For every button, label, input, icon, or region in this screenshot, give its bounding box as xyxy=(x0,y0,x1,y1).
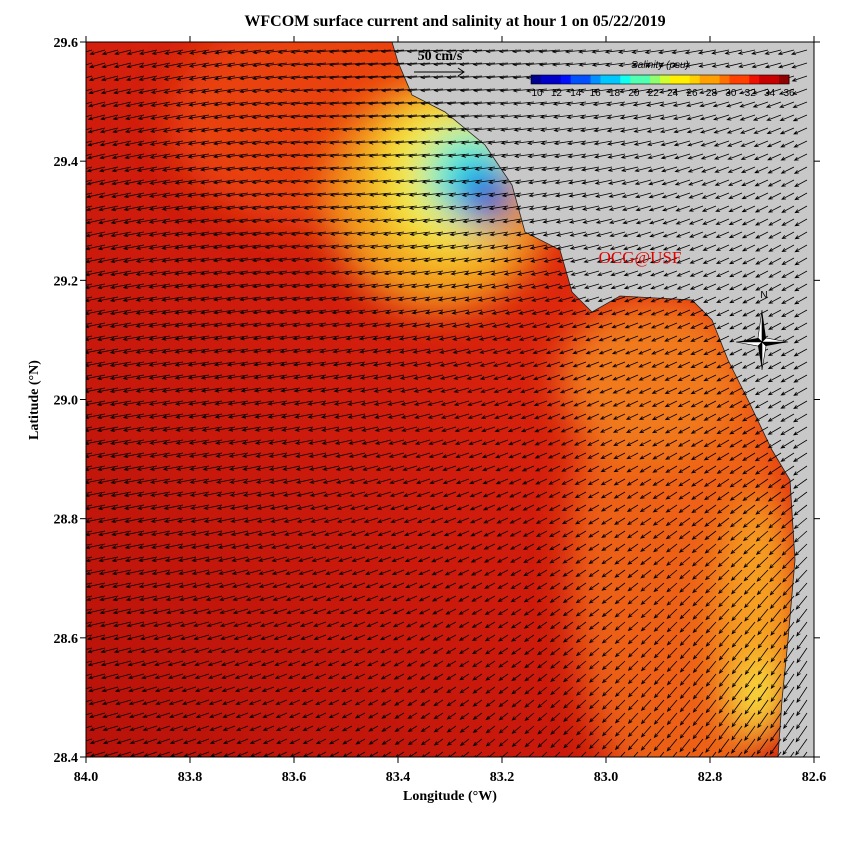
x-axis-label: Longitude (°W) xyxy=(403,789,497,804)
watermark: OCG@USF xyxy=(599,248,682,267)
colorbar-cell xyxy=(650,75,661,84)
colorbar-cell xyxy=(570,75,582,84)
colorbar-cell xyxy=(660,75,671,84)
colorbar-cell xyxy=(679,75,691,84)
colorbar-cell xyxy=(749,75,760,84)
colorbar-tick-label: 20 xyxy=(628,88,640,99)
colorbar-tick-label: 30 xyxy=(725,88,737,99)
colorbar: 10 12 14 16 18 20 22 24 26 28 30 32 34 36 xyxy=(530,74,795,99)
colorbar-tick-label: 26 xyxy=(687,88,699,99)
colorbar-tick-label: 16 xyxy=(590,88,602,99)
y-tick-label: 29.2 xyxy=(54,274,79,289)
y-tick-label: 28.8 xyxy=(54,513,79,528)
colorbar-cell xyxy=(739,75,750,84)
y-axis: 29.6 29.4 29.2 29.0 28.8 28.6 28.4 xyxy=(54,36,820,766)
y-tick-label: 29.6 xyxy=(54,36,79,51)
y-tick-label: 29.0 xyxy=(54,394,79,409)
colorbar-tick-label: 22 xyxy=(648,88,660,99)
title: WFCOM surface current and salinity at ho… xyxy=(244,13,665,30)
y-axis-label: Latitude (°N) xyxy=(27,360,42,440)
x-tick-label: 83.0 xyxy=(594,770,619,785)
x-tick-label: 83.2 xyxy=(490,770,515,785)
colorbar-cell xyxy=(689,75,701,84)
colorbar-cell xyxy=(719,75,730,84)
x-tick-label: 82.8 xyxy=(698,770,723,785)
colorbar-tick-label: 24 xyxy=(667,88,679,99)
colorbar-cell xyxy=(540,75,552,84)
colorbar-tick-label: 18 xyxy=(609,88,621,99)
x-tick-label: 82.6 xyxy=(802,770,827,785)
colorbar-cell xyxy=(729,75,740,84)
x-tick-label: 83.6 xyxy=(282,770,307,785)
vector-arrows xyxy=(86,49,808,757)
colorbar-tick-label: 32 xyxy=(745,88,757,99)
colorbar-tick-label: 14 xyxy=(570,88,582,99)
colorbar-cell xyxy=(560,75,572,84)
colorbar-cell xyxy=(640,75,651,84)
compass: N xyxy=(735,290,789,371)
colorbar-tick-label: 36 xyxy=(783,88,795,99)
salinity-field xyxy=(86,42,814,757)
colorbar-tick-label: 10 xyxy=(531,88,543,99)
colorbar-cell xyxy=(580,75,592,84)
x-tick-label: 83.8 xyxy=(178,770,203,785)
colorbar-cell xyxy=(620,75,631,84)
colorbar-cell xyxy=(669,75,681,84)
colorbar-cell xyxy=(699,75,711,84)
colorbar-tick-label: 34 xyxy=(764,88,776,99)
colorbar-cell xyxy=(779,75,790,84)
current-vectors xyxy=(86,49,808,757)
x-axis: 84.0 83.8 83.6 83.4 83.2 83.0 82.8 82.6 xyxy=(74,36,827,785)
colorbar-tick-label: 28 xyxy=(706,88,718,99)
x-tick-label: 83.4 xyxy=(386,770,411,785)
colorbar-title: Salinity (psu) xyxy=(631,60,689,71)
scale-label: 50 cm/s xyxy=(418,49,463,64)
scale-arrow xyxy=(414,67,465,77)
compass-label: N xyxy=(760,290,767,301)
y-tick-label: 28.4 xyxy=(54,751,79,766)
colorbar-cell xyxy=(630,75,641,84)
y-tick-label: 28.6 xyxy=(54,632,79,647)
colorbar-cell xyxy=(590,75,601,84)
colorbar-tick-label: 12 xyxy=(551,88,563,99)
colorbar-cell xyxy=(600,75,611,84)
colorbar-frame xyxy=(530,74,790,85)
x-tick-label: 84.0 xyxy=(74,770,99,785)
colorbar-cell xyxy=(610,75,621,84)
colorbar-cell xyxy=(531,75,542,84)
colorbar-cell xyxy=(550,75,562,84)
colorbar-cell xyxy=(759,75,770,84)
colorbar-cell xyxy=(769,75,780,84)
y-tick-label: 29.4 xyxy=(54,155,79,170)
colorbar-cell xyxy=(709,75,721,84)
